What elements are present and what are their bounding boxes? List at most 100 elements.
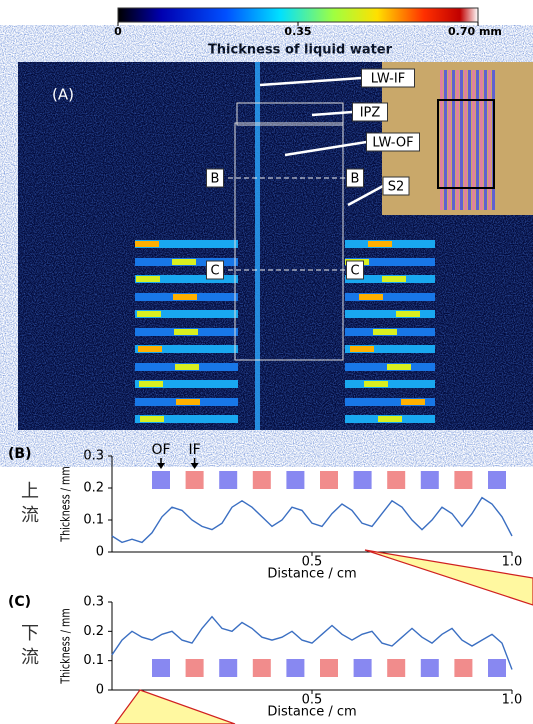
label-box [206,168,224,188]
hot-spot [359,294,383,300]
y-tick-label: 0.1 [83,513,104,528]
channel-square [286,659,305,677]
channel-square [353,659,372,677]
image-panel: (A) LW-IF IPZ LW-OF S2 B B C C [18,62,533,430]
y-tick-label: 0 [96,545,104,560]
roi-box [234,122,344,361]
channel-square [420,659,439,677]
channel [345,310,435,318]
bright-line [255,62,260,430]
data-line [111,615,513,670]
x-axis-label: Distance / cm [267,567,356,582]
channel-square [252,471,271,489]
hot-spot [373,329,397,335]
hot-spot [350,346,374,352]
side-label: 流 [21,647,39,668]
inset-stripe [464,70,467,210]
channel-square [353,471,372,489]
hot-spot [137,311,161,317]
hot-spot [387,364,411,370]
data-line [111,496,513,544]
arrow [347,184,384,207]
ipz-box [236,102,344,126]
colorbar-tick-label: 0.35 [284,25,311,38]
hot-spot [396,311,420,317]
hot-spot [176,399,200,405]
inset-stripe [472,70,475,210]
annotation: IF [189,442,201,458]
channel [135,380,238,388]
colorbar-title: Thickness of liquid water [208,43,393,58]
arrow [284,140,367,157]
channel [135,240,238,248]
inset-stripe [452,70,455,210]
image-label: B [211,172,220,187]
image-label: C [350,264,359,279]
image-label: IPZ [360,106,381,121]
side-label: 流 [21,505,39,526]
hot-spot [135,241,159,247]
image-label: C [210,264,219,279]
inset-stripe [440,70,443,210]
channel [345,380,435,388]
label-box [361,68,415,88]
channel [135,415,238,423]
callout [364,549,533,606]
channel-square [488,659,506,677]
channel [135,310,238,318]
x-tick-label: 0.5 [302,693,323,708]
channel-square [454,471,473,489]
annotation: OF [151,442,170,458]
image-label: B [351,172,360,187]
channel-square [185,471,204,489]
hot-spot [173,294,197,300]
label-box [206,260,224,280]
side-label: 上 [21,481,39,502]
label-box [346,260,364,280]
label-box [382,176,410,196]
channel [135,345,238,353]
y-tick-label: 0.3 [83,449,104,464]
label-box [346,168,364,188]
hot-spot [368,241,392,247]
channel-square [219,471,238,489]
hot-spot [378,416,402,422]
inset-stripe [488,70,491,210]
y-tick-label: 0 [96,683,104,698]
colorbar-tick-label: 0.70 mm [448,25,502,38]
channel [135,275,238,283]
y-tick-label: 0.3 [83,595,104,610]
arrow [259,76,362,87]
y-tick-label: 0.2 [83,624,104,639]
hot-spot [401,399,425,405]
channel [345,345,435,353]
side-label: 下 [21,623,39,644]
channel-square [252,659,271,677]
x-tick-label: 1.0 [502,693,523,708]
arrow [311,110,353,117]
hot-spot [172,259,196,265]
channel [345,293,435,301]
inset-stripe [460,70,463,210]
arrow-head [157,463,165,469]
channel-square [488,471,506,489]
inset-box [437,99,495,189]
channel [345,398,435,406]
channel-square [420,471,439,489]
inset-stripe [484,70,487,210]
channel-square [185,659,204,677]
channel-square [387,471,406,489]
label-box [366,132,420,152]
panel-label: (C) [8,594,31,610]
y-axis-label: Thickness / mm [58,466,72,542]
y-tick-label: 0.1 [83,653,104,668]
inset-stripe [444,70,447,210]
channel-square [152,471,170,489]
label-box [352,102,388,122]
panel-label: (B) [8,446,31,462]
hot-spot [140,416,164,422]
hot-spot [382,276,406,282]
image-label: S2 [388,180,405,195]
inset-stripe [456,70,459,210]
